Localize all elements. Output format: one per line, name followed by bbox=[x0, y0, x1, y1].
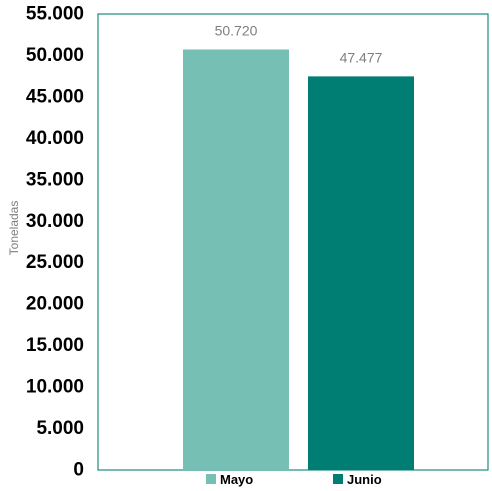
y-tick-label: 0 bbox=[73, 460, 84, 481]
bars bbox=[183, 49, 414, 471]
y-tick-label: 40.000 bbox=[26, 128, 84, 149]
data-label-mayo: 50.720 bbox=[215, 22, 258, 38]
y-tick-label: 25.000 bbox=[26, 252, 84, 273]
y-tick-label: 15.000 bbox=[26, 335, 84, 356]
y-axis-title: Toneladas bbox=[7, 201, 21, 256]
bar-mayo bbox=[183, 49, 289, 470]
y-tick-label: 20.000 bbox=[26, 294, 84, 315]
y-tick-label: 35.000 bbox=[26, 169, 84, 190]
bar-junio bbox=[308, 76, 414, 471]
y-tick-label: 30.000 bbox=[26, 211, 84, 232]
y-tick-label: 10.000 bbox=[26, 377, 84, 398]
data-label-junio: 47.477 bbox=[340, 49, 383, 65]
y-tick-label: 45.000 bbox=[26, 86, 84, 107]
legend-swatch-junio bbox=[333, 474, 343, 484]
y-tick-label: 50.000 bbox=[26, 45, 84, 66]
legend-label-mayo: Mayo bbox=[220, 472, 253, 487]
y-tick-label: 5.000 bbox=[36, 418, 84, 439]
legend-swatch-mayo bbox=[206, 474, 216, 484]
y-axis-ticks: 0 5.000 10.000 15.000 20.000 25.000 30.000 35.0… bbox=[26, 4, 84, 481]
plot-frame bbox=[97, 13, 489, 471]
legend: Mayo Junio bbox=[206, 472, 382, 487]
legend-label-junio: Junio bbox=[347, 472, 382, 487]
y-tick-label: 55.000 bbox=[26, 4, 84, 25]
data-labels: 50.720 47.477 bbox=[215, 22, 383, 65]
